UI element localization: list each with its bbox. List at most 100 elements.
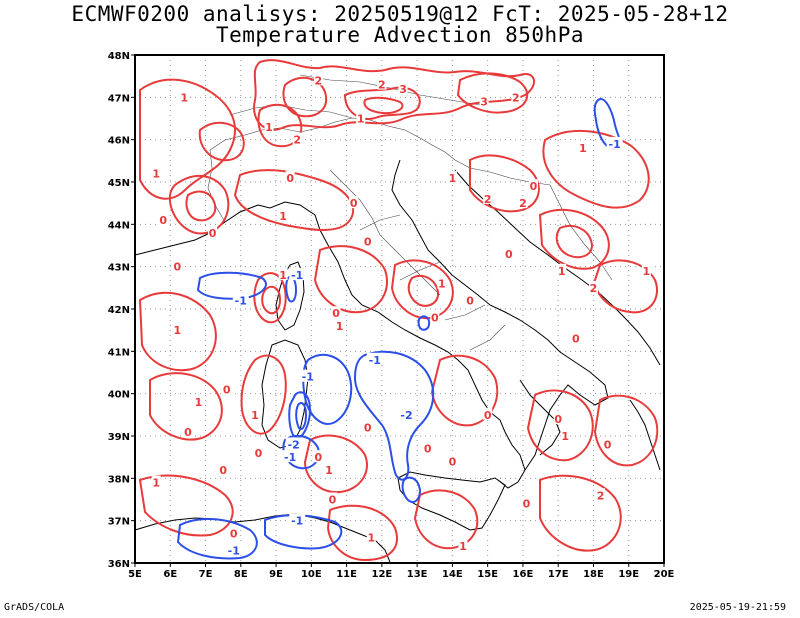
lon-tick-label: 15E (477, 569, 498, 580)
contour-label: 0 (466, 295, 474, 308)
contour-label: 1 (561, 430, 569, 443)
contour-label: 0 (223, 383, 231, 396)
sicily (397, 471, 506, 531)
contour-label-bg (313, 73, 323, 86)
lon-tick-label: 11E (336, 569, 357, 580)
lon-tick-label: 19E (618, 569, 639, 580)
contour-label-bg (398, 81, 408, 94)
lon-tick-label: 16E (513, 569, 534, 580)
contour-label-bg (504, 246, 514, 259)
alps-border (209, 117, 456, 161)
contour-label: 0 (315, 451, 323, 464)
lat-tick-label: 38N (108, 474, 130, 485)
lat-tick-label: 37N (108, 517, 130, 528)
contour-label: 1 (367, 532, 375, 545)
neg-contour-africa (176, 518, 258, 560)
contour-label: 3 (480, 96, 488, 109)
contour-label-bg (363, 234, 373, 247)
footer-software-label: GrADS/COLA (4, 602, 65, 613)
contour-label-bg (560, 429, 570, 441)
pos-contour-dalmatia (538, 208, 610, 270)
contour-label-bg (356, 111, 366, 124)
contour-label: 0 (523, 498, 531, 511)
pos-contour-dalmatia-inner (555, 225, 594, 259)
greece-coast (629, 399, 661, 471)
pos-contour-ionian (526, 389, 594, 462)
contour-label-bg (606, 136, 623, 149)
neg-contour-sardinia-e (302, 353, 353, 425)
lon-tick-label: 6E (163, 569, 177, 580)
contour-label: 1 (152, 477, 160, 490)
pos-contour-corsica-inner (261, 285, 282, 315)
contour-label: 0 (449, 455, 457, 468)
contour-label-bg (578, 141, 588, 154)
contour-label: 1 (357, 113, 365, 126)
italy-west-coast (257, 201, 526, 489)
contour-label: 1 (251, 409, 259, 422)
contour-label-bg (285, 170, 295, 183)
pos-contour-lazio-inner (407, 274, 440, 307)
contour-label: -1 (291, 269, 303, 282)
pos-contour-tirol (282, 76, 328, 118)
contour-label-bg (172, 323, 182, 336)
contour-label: -1 (235, 295, 247, 308)
contour-label: 1 (152, 168, 160, 181)
neg-contour-sardinia-e-inner (288, 391, 312, 440)
contour-label-bg (193, 395, 203, 408)
pos-contour-calabria (430, 354, 499, 427)
contour-label-bg (377, 77, 387, 90)
contour-label: 1 (558, 265, 566, 278)
contour-label: 2 (512, 91, 520, 104)
contour-label-bg (324, 462, 334, 475)
contour-label-bg (232, 293, 249, 306)
contour-label: 1 (438, 278, 446, 291)
contour-label-bg (253, 445, 263, 458)
coastlines (134, 159, 661, 563)
neg-contour-ligurian (196, 271, 267, 300)
contour-label-bg (521, 496, 531, 509)
contour-label-bg (179, 90, 189, 103)
contour-label: 0 (431, 311, 439, 324)
contour-label: 0 (332, 307, 340, 320)
contour-label: 1 (336, 320, 344, 333)
pos-contour-south-tyrrh (303, 434, 368, 494)
contour-label-bg (278, 268, 288, 281)
lat-tick-label: 41N (108, 347, 130, 358)
negative-contours (176, 98, 622, 560)
contour-label: 1 (579, 142, 587, 155)
contour-label: 0 (364, 422, 372, 435)
contour-label-bg (218, 462, 228, 475)
contour-label: 0 (350, 197, 358, 210)
contour-label-bg (331, 306, 341, 319)
pos-contour-west-med (138, 291, 217, 372)
lon-tick-label: 5E (128, 569, 142, 580)
contour-label: 0 (505, 248, 513, 261)
contour-label-bg (366, 530, 376, 543)
contour-label-bg (603, 437, 613, 450)
pos-contour-piedmont-inner (185, 190, 217, 222)
contour-label-bg (289, 513, 306, 526)
lon-tick-label: 12E (371, 569, 392, 580)
pos-contour-south-sicily (413, 489, 479, 550)
pos-contour-west-med2 (149, 372, 223, 441)
lat-tick-label: 48N (108, 51, 130, 62)
contour-label-bg (151, 475, 161, 488)
contour-label: -1 (302, 371, 314, 384)
contour-label-bg (264, 119, 274, 132)
contour-label: 0 (484, 409, 492, 422)
contour-label: 1 (643, 265, 651, 278)
pos-contour-piedmont (168, 175, 230, 235)
longitude-ticks: 5E 6E 7E 8E 9E 10E 11E 12E 13E 14E 15E 16E 17E 18E 19E… (128, 563, 675, 580)
pos-contour-croatia (469, 154, 540, 213)
contour-label: 1 (181, 91, 189, 104)
neg-contour-sicily-w (401, 476, 422, 503)
contour-label-bg (278, 208, 288, 221)
pos-contour-tyrrhenian (313, 245, 388, 314)
lon-tick-label: 13E (407, 569, 428, 580)
contour-label-bg (282, 450, 299, 463)
pos-contour-se (539, 474, 622, 552)
contour-label-bg (158, 213, 168, 226)
contour-label-bg (447, 454, 457, 467)
contour-label: 0 (364, 235, 372, 248)
